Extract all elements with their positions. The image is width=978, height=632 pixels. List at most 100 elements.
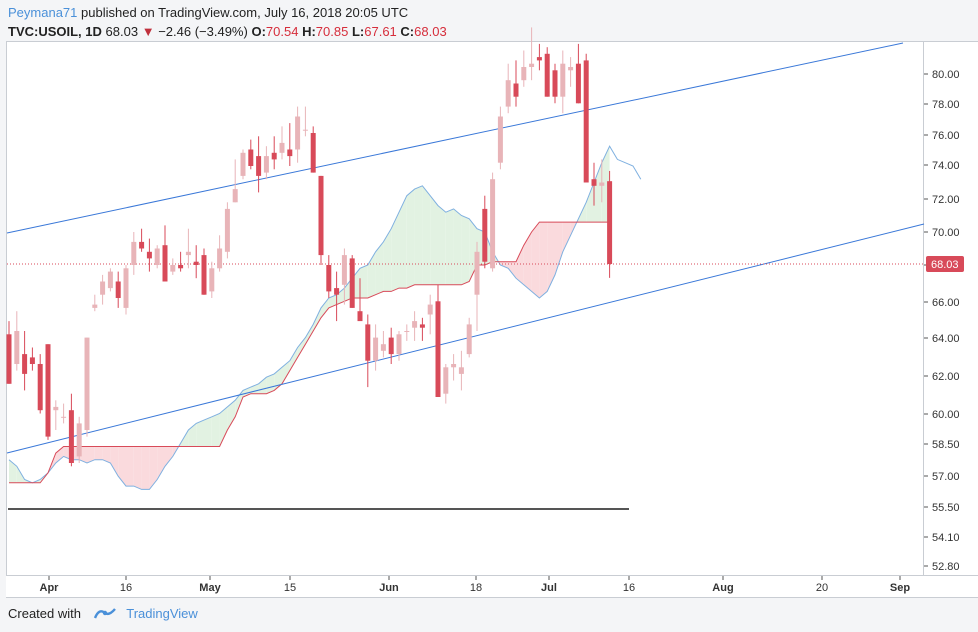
- low-value: 67.61: [364, 24, 397, 39]
- candle: [295, 106, 301, 163]
- candle-body: [185, 251, 191, 256]
- y-tick-label: 64.00: [932, 333, 960, 345]
- candle: [443, 364, 449, 404]
- candle: [310, 126, 316, 173]
- tradingview-logo-icon[interactable]: [93, 606, 117, 623]
- candle: [123, 265, 129, 315]
- kumo-segment: [102, 446, 111, 463]
- candle-body: [263, 156, 269, 173]
- candle-body: [209, 268, 215, 292]
- candle: [201, 248, 207, 295]
- candle-body: [599, 182, 605, 186]
- candle-body: [552, 70, 558, 97]
- candle-body: [318, 175, 324, 256]
- candle: [334, 271, 340, 322]
- candle: [505, 63, 511, 114]
- candle: [53, 400, 59, 430]
- candle-body: [458, 367, 464, 374]
- candle-body: [521, 67, 527, 81]
- down-arrow-icon: ▼: [141, 24, 155, 39]
- candle: [349, 255, 355, 308]
- candle: [536, 43, 542, 71]
- kumo-segment: [305, 324, 314, 345]
- candle: [560, 50, 566, 114]
- kumo-segment: [133, 446, 142, 490]
- time-axis[interactable]: [6, 576, 978, 598]
- last-price: 68.03: [105, 24, 139, 39]
- kumo-segment: [430, 195, 438, 285]
- kumo-segment: [438, 205, 446, 285]
- candle: [279, 126, 285, 160]
- candle: [217, 235, 223, 272]
- high-label: H:: [302, 24, 316, 39]
- kumo-segment: [211, 413, 220, 447]
- candle: [271, 136, 277, 170]
- candle: [396, 331, 402, 361]
- y-tick-label: 80.00: [932, 69, 960, 81]
- x-tick-label: 20: [816, 582, 828, 594]
- candle: [170, 258, 176, 275]
- candle-body: [583, 60, 589, 183]
- candle: [458, 350, 464, 391]
- kumo-segment: [383, 228, 392, 292]
- candle-body: [412, 321, 418, 328]
- kumo-segment: [55, 446, 64, 463]
- chart-pane[interactable]: [6, 41, 924, 576]
- kumo-segment: [219, 406, 228, 447]
- candle-body: [76, 423, 82, 457]
- candle-body: [100, 281, 106, 295]
- candle-body: [45, 344, 51, 437]
- candle-body: [240, 152, 246, 176]
- kumo-segment: [336, 288, 345, 305]
- y-tick-label: 57.00: [932, 471, 960, 483]
- candle: [193, 245, 199, 279]
- candle-body: [536, 57, 542, 61]
- y-tick-label: 58.50: [932, 439, 960, 451]
- kumo-segment: [547, 222, 555, 292]
- candle-body: [224, 208, 230, 252]
- candle-body: [349, 258, 355, 308]
- candle: [224, 202, 230, 259]
- candle: [115, 271, 121, 308]
- kumo-segment: [360, 265, 368, 298]
- candle: [529, 27, 535, 81]
- candle-body: [123, 268, 129, 308]
- ohlc-line: TVC:USOIL, 1D 68.03 ▼ −2.46 (−3.49%) O:7…: [8, 22, 447, 41]
- candle-body: [490, 179, 496, 269]
- candle-body: [193, 261, 199, 265]
- author-link[interactable]: Peymana71: [8, 5, 78, 20]
- kumo-segment: [399, 195, 407, 289]
- candle-body: [178, 265, 184, 269]
- candle-body: [365, 324, 371, 361]
- candle: [61, 403, 67, 424]
- kumo-segment: [406, 189, 415, 289]
- candle: [107, 268, 113, 292]
- candle-body: [146, 251, 152, 259]
- candle-body: [419, 324, 425, 328]
- tradingview-link[interactable]: TradingView: [126, 606, 198, 621]
- candle: [37, 354, 43, 414]
- candle-body: [474, 251, 480, 295]
- last-price-badge: 68.03: [926, 256, 964, 273]
- price-axis[interactable]: [924, 41, 978, 576]
- candle: [256, 136, 262, 193]
- candle-body: [302, 129, 308, 131]
- candle-body: [451, 364, 457, 368]
- candle-body: [170, 265, 176, 272]
- candle: [575, 43, 581, 104]
- kumo-segment: [196, 420, 204, 447]
- kumo-segment: [508, 261, 516, 279]
- kumo-segment: [531, 222, 540, 298]
- x-tick-label: 15: [284, 582, 296, 594]
- candle-body: [131, 241, 137, 265]
- candle-body: [84, 337, 90, 430]
- open-value: 70.54: [265, 24, 299, 39]
- candle: [29, 347, 35, 371]
- kumo-segment: [313, 307, 321, 331]
- plot-area: [6, 27, 925, 510]
- kumo-segment: [453, 208, 462, 285]
- candle: [92, 294, 98, 312]
- candle: [357, 278, 363, 322]
- time-axis-labels: Apr 16 May 15 Jun 18 Jul 16 Aug 20 Sep: [40, 576, 910, 594]
